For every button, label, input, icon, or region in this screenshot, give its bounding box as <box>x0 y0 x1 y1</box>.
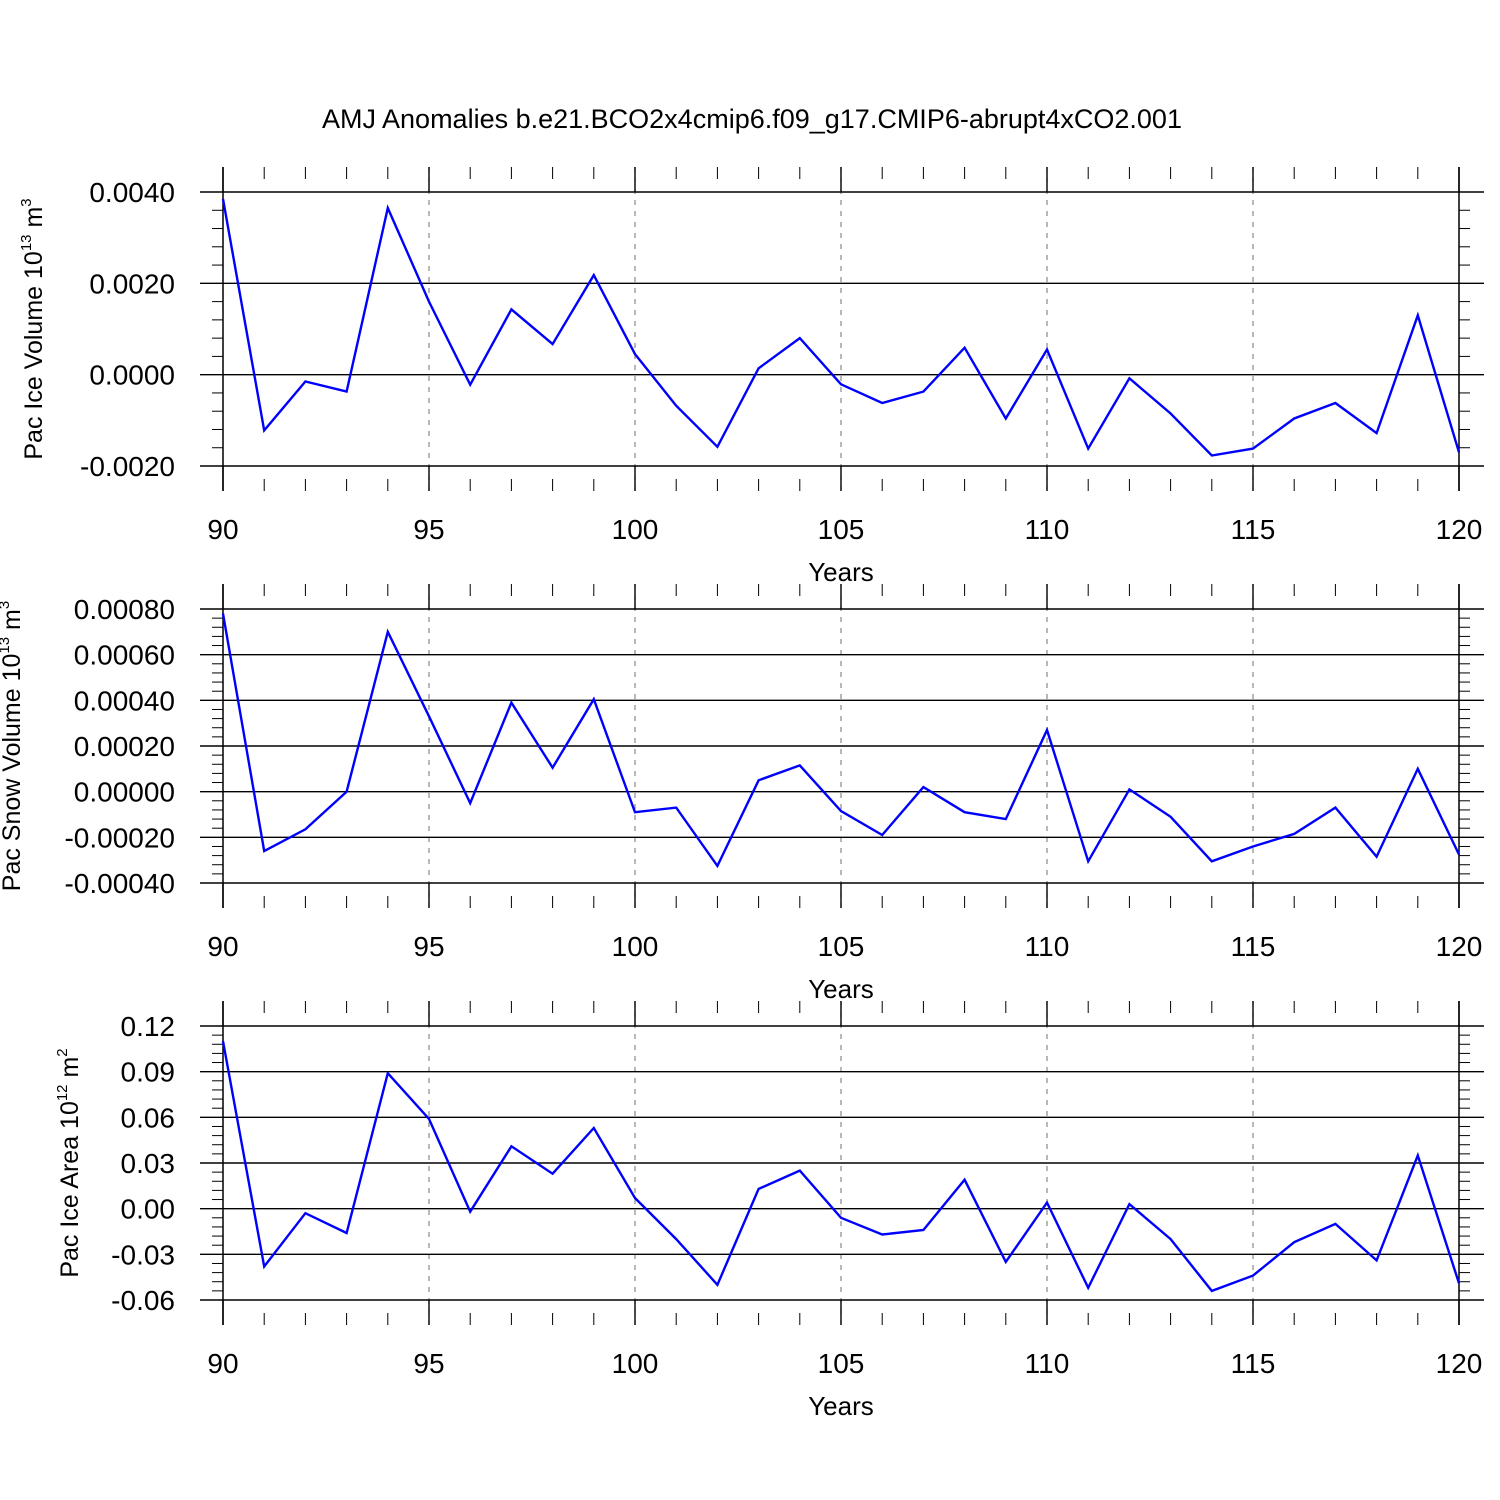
panel-3: -0.06 -0.03 0.00 0.03 0.06 0.09 0.12 90 95 100 105… <box>54 1001 1484 1421</box>
x-tick-label: 90 <box>207 1348 238 1379</box>
y-tick-label: 0.0000 <box>89 360 175 391</box>
y-axis-label-unit-exponent: 2 <box>54 1048 71 1056</box>
y-tick-label: 0.0020 <box>89 268 175 299</box>
y-tick-label: 0.12 <box>121 1011 176 1042</box>
x-tick-label: 105 <box>818 931 865 962</box>
x-axis-label: Years <box>808 974 874 1004</box>
x-tick-label: 120 <box>1436 514 1483 545</box>
x-axis-label: Years <box>808 557 874 587</box>
x-tick-label: 95 <box>413 514 444 545</box>
x-tick-label: 115 <box>1231 931 1276 962</box>
x-tick-label: 110 <box>1025 514 1070 545</box>
y-axis-label-text: Pac Ice Area 10 <box>56 1101 84 1278</box>
y-axis-label-exponent: 13 <box>0 637 13 654</box>
series-line <box>221 198 1461 457</box>
y-tick-label: 0.00080 <box>74 594 175 625</box>
y-axis-label: Pac Ice Volume 1013 m3 <box>18 198 48 459</box>
y-tick-label: 0.00060 <box>74 640 175 671</box>
y-axis-label: Pac Ice Area 1012 m2 <box>54 1048 84 1277</box>
x-axis-label: Years <box>808 1391 874 1421</box>
chart-title: AMJ Anomalies b.e21.BCO2x4cmip6.f09_g17.… <box>322 104 1182 134</box>
x-tick-label: 100 <box>612 1348 659 1379</box>
y-tick-label: -0.00020 <box>64 822 175 853</box>
y-axis-label-text: Pac Ice Volume 10 <box>20 251 48 459</box>
y-axis-label-unit-exponent: 3 <box>0 601 13 609</box>
x-tick-label: 95 <box>413 931 444 962</box>
y-tick-label: 0.00 <box>121 1194 176 1225</box>
y-axis-label-unit: m <box>56 1057 84 1085</box>
y-tick-label: 0.03 <box>121 1148 176 1179</box>
y-tick-label: -0.06 <box>111 1285 175 1316</box>
series-line <box>221 613 1461 869</box>
x-tick-label: 105 <box>818 1348 865 1379</box>
y-tick-label: -0.03 <box>111 1239 175 1270</box>
x-tick-label: 100 <box>612 514 659 545</box>
x-tick-label: 90 <box>207 514 238 545</box>
x-tick-label: 110 <box>1025 931 1070 962</box>
x-tick-label: 115 <box>1231 1348 1276 1379</box>
x-tick-label: 100 <box>612 931 659 962</box>
y-axis-label-unit: m <box>0 609 26 637</box>
x-tick-label: 110 <box>1025 1348 1070 1379</box>
y-tick-label: -0.00040 <box>64 868 175 899</box>
y-tick-label: -0.0020 <box>80 451 175 482</box>
x-tick-label: 90 <box>207 931 238 962</box>
y-tick-label: 0.00040 <box>74 685 175 716</box>
y-axis-label-unit-exponent: 3 <box>18 198 35 206</box>
x-tick-label: 115 <box>1231 514 1276 545</box>
series-line <box>221 1040 1461 1293</box>
x-tick-label: 120 <box>1436 1348 1483 1379</box>
x-tick-label: 105 <box>818 514 865 545</box>
y-axis-label-exponent: 13 <box>18 234 35 251</box>
y-axis-label: Pac Snow Volume 1013 m3 <box>0 601 26 891</box>
y-tick-label: 0.00000 <box>74 777 175 808</box>
panel-1: -0.0020 0.0000 0.0020 0.0040 90 95 100 105 110 11… <box>18 167 1484 587</box>
y-axis-label-exponent: 12 <box>54 1084 71 1101</box>
x-tick-label: 95 <box>413 1348 444 1379</box>
y-axis-label-unit: m <box>20 207 48 235</box>
panel-2: -0.00040 -0.00020 0.00000 0.00020 0.00040 0.0… <box>0 584 1484 1004</box>
x-tick-label: 120 <box>1436 931 1483 962</box>
y-tick-label: 0.06 <box>121 1102 176 1133</box>
y-tick-label: 0.0040 <box>89 177 175 208</box>
y-tick-label: 0.09 <box>121 1057 176 1088</box>
y-axis-label-text: Pac Snow Volume 10 <box>0 654 26 892</box>
y-tick-label: 0.00020 <box>74 731 175 762</box>
